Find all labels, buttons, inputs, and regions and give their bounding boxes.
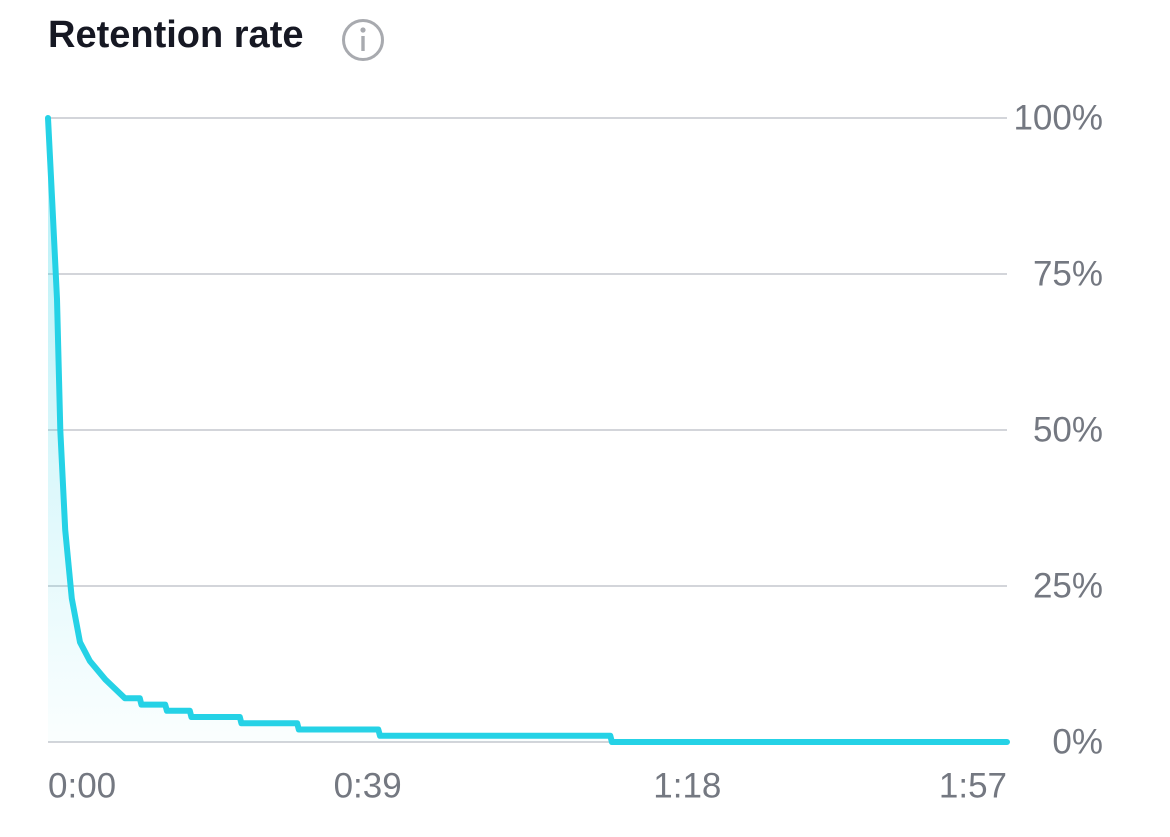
x-tick-label: 1:18	[653, 766, 721, 805]
x-tick-label: 0:00	[48, 766, 116, 805]
y-tick-label: 100%	[1013, 98, 1103, 137]
y-tick-label: 0%	[1052, 722, 1103, 761]
y-tick-label: 75%	[1033, 254, 1103, 293]
info-icon[interactable]	[342, 19, 384, 61]
x-tick-label: 1:57	[939, 766, 1007, 805]
x-tick-label: 0:39	[334, 766, 402, 805]
line	[45, 115, 1010, 745]
chart-title: Retention rate	[48, 14, 303, 56]
y-tick-label: 25%	[1033, 566, 1103, 605]
y-tick-label: 50%	[1033, 410, 1103, 449]
